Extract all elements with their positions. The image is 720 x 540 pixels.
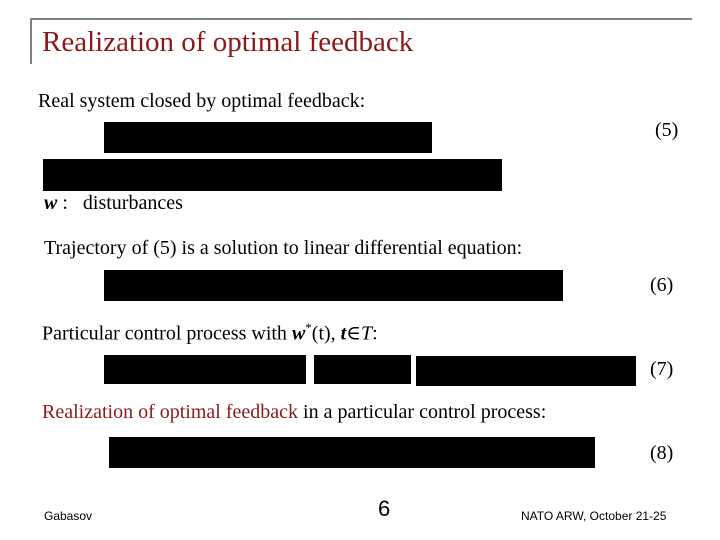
line3-t2: t (340, 322, 347, 345)
line3-t: (t), (311, 322, 341, 345)
line3-prefix: Particular control process with (42, 322, 292, 345)
equation-number-7: (7) (650, 358, 674, 380)
line3-T: T (361, 322, 373, 345)
footer-author: Gabasov (44, 509, 93, 523)
redacted-equation-7c (416, 356, 636, 386)
equation-number-5: (5) (655, 119, 679, 141)
slide-title: Realization of optimal feedback (42, 26, 414, 58)
redacted-equation-7a (104, 355, 306, 384)
line3-star: * (305, 320, 312, 335)
footer-page-number: 6 (378, 496, 391, 521)
line3-end: : (372, 322, 378, 345)
text-line-3: Particular control process with w*(t), t… (42, 320, 378, 346)
equation-number-8: (8) (650, 442, 674, 464)
text-line-2: Trajectory of (5) is a solution to linea… (44, 237, 523, 259)
w-description: disturbances (82, 192, 183, 214)
w-separator: : (57, 192, 83, 214)
line4-rest: in a particular control process: (298, 401, 547, 423)
line3-in: ∈ (346, 322, 362, 345)
line4-highlight: Realization of optimal feedback (42, 401, 299, 423)
text-line-4: Realization of optimal feedback in a par… (42, 401, 546, 424)
redacted-equation-5a (104, 122, 432, 153)
equation-number-6: (6) (650, 274, 674, 296)
redacted-equation-7b (314, 355, 411, 384)
redacted-equation-5b (43, 159, 502, 191)
footer-event: NATO ARW, October 21-25 (521, 509, 667, 523)
w-definition: w : disturbances (44, 192, 183, 215)
redacted-equation-8 (109, 437, 595, 468)
title-frame-top (30, 18, 692, 20)
text-line-1: Real system closed by optimal feedback: (38, 90, 366, 112)
w-symbol: w (44, 192, 58, 214)
redacted-equation-6 (104, 270, 563, 301)
line3-w: w (291, 322, 306, 345)
title-frame-left (30, 18, 32, 64)
